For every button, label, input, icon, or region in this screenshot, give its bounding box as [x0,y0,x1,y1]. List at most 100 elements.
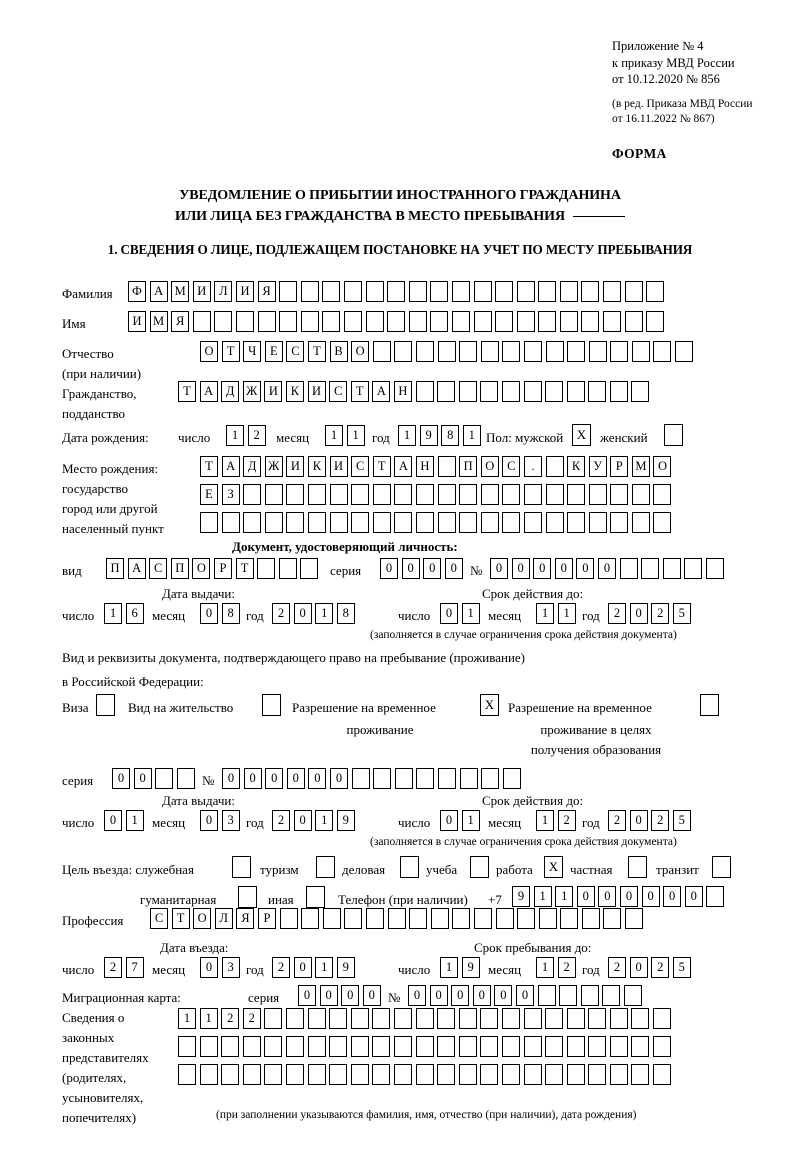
char-box[interactable]: Р [213,558,232,579]
char-box[interactable] [560,908,579,929]
char-box[interactable] [631,341,650,362]
char-box[interactable]: 5 [672,957,691,978]
char-box[interactable]: Ж [242,381,261,402]
char-box[interactable] [538,908,557,929]
char-box[interactable]: А [394,456,413,477]
char-box[interactable]: 0 [265,768,284,789]
char-box[interactable]: С [150,908,168,929]
char-box[interactable]: 0 [641,886,660,907]
char-box[interactable] [653,1036,672,1057]
char-box[interactable] [545,1064,564,1085]
char-box[interactable] [430,311,449,332]
char-box[interactable] [631,484,650,505]
char-box[interactable]: 0 [308,768,327,789]
char-box[interactable] [387,281,406,302]
char-box[interactable]: 9 [419,425,438,446]
char-box[interactable] [609,1036,628,1057]
char-box[interactable]: 5 [672,810,691,831]
char-box[interactable] [286,484,305,505]
char-box[interactable]: 1 [398,425,416,446]
char-box[interactable] [394,512,413,533]
char-box[interactable] [473,281,492,302]
char-box[interactable] [437,341,456,362]
char-box[interactable] [243,484,262,505]
char-box[interactable] [372,512,391,533]
char-box[interactable] [480,1064,499,1085]
char-box[interactable] [242,1064,261,1085]
char-box[interactable]: О [351,341,370,362]
char-box[interactable] [502,484,521,505]
char-box[interactable] [307,1008,326,1029]
char-box[interactable] [538,311,557,332]
char-box[interactable]: 0 [200,957,218,978]
char-box[interactable]: 2 [651,603,670,624]
char-box[interactable]: 1 [536,957,554,978]
legal-rep-row-3[interactable] [178,1064,672,1085]
char-box[interactable] [566,1064,585,1085]
char-box[interactable]: А [372,381,391,402]
char-box[interactable]: М [149,311,168,332]
char-box[interactable] [631,1036,650,1057]
char-box[interactable] [458,1064,477,1085]
char-box[interactable] [307,512,326,533]
char-box[interactable]: М [631,456,650,477]
char-box[interactable]: Ф [128,281,146,302]
char-box[interactable] [285,1036,304,1057]
char-box[interactable]: 1 [462,425,481,446]
char-box[interactable] [300,558,319,579]
char-box[interactable] [387,311,406,332]
char-box[interactable]: П [170,558,189,579]
char-box[interactable]: И [192,281,211,302]
char-box[interactable]: О [480,456,499,477]
char-box[interactable] [473,311,492,332]
char-box[interactable]: 1 [226,425,244,446]
char-box[interactable]: 0 [362,985,381,1006]
char-box[interactable] [372,484,391,505]
char-box[interactable] [200,512,218,533]
char-box[interactable]: 8 [221,603,240,624]
char-box[interactable]: И [286,456,305,477]
char-box[interactable] [264,1064,283,1085]
char-box[interactable] [372,1008,391,1029]
char-box[interactable]: 0 [440,603,458,624]
char-box[interactable] [278,558,297,579]
char-box[interactable] [415,1036,434,1057]
char-box[interactable]: 1 [199,1008,218,1029]
char-box[interactable] [365,908,384,929]
char-box[interactable] [559,281,578,302]
char-box[interactable] [567,484,586,505]
char-box[interactable] [653,1064,672,1085]
char-box[interactable]: 3 [221,810,240,831]
char-box[interactable] [415,381,434,402]
char-box[interactable] [545,1008,564,1029]
char-box[interactable] [619,558,638,579]
char-box[interactable] [393,1008,412,1029]
char-box[interactable] [516,281,535,302]
char-box[interactable] [415,341,434,362]
legal-rep-row-2[interactable] [178,1036,672,1057]
char-box[interactable] [545,381,564,402]
char-box[interactable] [372,1036,391,1057]
char-box[interactable] [350,1036,369,1057]
char-box[interactable] [243,512,262,533]
char-box[interactable] [178,1064,196,1085]
char-box[interactable] [481,768,500,789]
char-box[interactable]: 0 [515,985,534,1006]
char-box[interactable] [437,456,456,477]
char-box[interactable] [545,456,564,477]
char-box[interactable] [344,908,363,929]
char-box[interactable] [155,768,174,789]
char-box[interactable] [502,768,521,789]
char-box[interactable] [459,768,478,789]
char-box[interactable]: 0 [286,768,305,789]
char-box[interactable]: П [106,558,124,579]
char-box[interactable]: А [221,456,240,477]
